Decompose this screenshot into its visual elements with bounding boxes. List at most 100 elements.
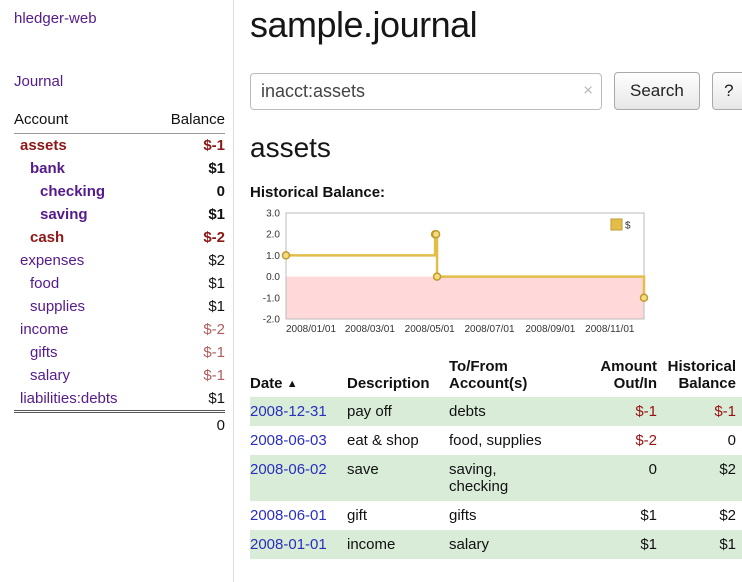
account-link[interactable]: expenses bbox=[20, 252, 85, 269]
transaction-balance: $-1 bbox=[714, 403, 736, 420]
journal-link[interactable]: Journal bbox=[14, 73, 64, 90]
transaction-description: pay off bbox=[347, 403, 392, 420]
search-form: × Search ? bbox=[250, 72, 742, 110]
transaction-accounts: gifts bbox=[449, 507, 477, 524]
account-balance: $1 bbox=[208, 275, 225, 292]
transaction-date-link[interactable]: 2008-06-03 bbox=[250, 432, 327, 449]
svg-text:$: $ bbox=[625, 221, 631, 232]
help-button[interactable]: ? bbox=[711, 72, 742, 110]
transaction-balance: $2 bbox=[719, 461, 736, 478]
transaction-date-link[interactable]: 2008-12-31 bbox=[250, 403, 327, 420]
app-title-link[interactable]: hledger-web bbox=[14, 10, 97, 27]
accounts-total-balance: 0 bbox=[152, 410, 225, 438]
svg-text:2008/03/01: 2008/03/01 bbox=[345, 324, 395, 335]
date-column-header[interactable]: Date ▲ bbox=[250, 355, 347, 397]
svg-text:2.0: 2.0 bbox=[266, 230, 280, 241]
account-balance: $-1 bbox=[203, 367, 225, 384]
accounts-header-account: Account bbox=[14, 106, 153, 134]
transaction-date-link[interactable]: 2008-06-01 bbox=[250, 507, 327, 524]
account-link[interactable]: cash bbox=[30, 229, 65, 246]
account-row-bank: bank $1 bbox=[14, 157, 225, 180]
svg-text:2008/05/01: 2008/05/01 bbox=[405, 324, 455, 335]
account-balance: $2 bbox=[208, 252, 225, 269]
accounts-column-header: To/From Account(s) bbox=[449, 358, 528, 392]
transaction-description: save bbox=[347, 461, 379, 478]
transaction-description: eat & shop bbox=[347, 432, 419, 449]
sort-ascending-icon: ▲ bbox=[286, 378, 298, 390]
page-title: sample.journal bbox=[250, 4, 478, 45]
main-content: sample.journal × Search ? assets Histori… bbox=[234, 0, 742, 582]
register-row: 2008-06-01 gift gifts $1 $2 bbox=[250, 501, 742, 530]
sidebar: hledger-web Journal Account Balance asse… bbox=[0, 0, 234, 582]
account-balance: $-1 bbox=[203, 137, 225, 154]
account-link[interactable]: income bbox=[20, 321, 69, 338]
transaction-balance: $1 bbox=[719, 536, 736, 553]
transaction-accounts: salary bbox=[449, 536, 490, 553]
transaction-accounts: debts bbox=[449, 403, 486, 420]
date-header-label: Date bbox=[250, 375, 283, 392]
search-field-wrap: × bbox=[250, 72, 602, 110]
description-column-header: Description bbox=[347, 375, 430, 392]
balance-column-header: Historical Balance bbox=[667, 358, 736, 392]
account-balance: $1 bbox=[208, 298, 225, 315]
account-row-assets: assets $-1 bbox=[14, 134, 225, 158]
transaction-date-link[interactable]: 2008-06-02 bbox=[250, 461, 327, 478]
account-link[interactable]: liabilities:debts bbox=[20, 390, 118, 407]
account-link[interactable]: assets bbox=[20, 137, 67, 154]
transaction-amount: 0 bbox=[648, 461, 657, 478]
search-input[interactable] bbox=[250, 72, 602, 110]
svg-text:-1.0: -1.0 bbox=[263, 293, 281, 304]
account-balance: $-2 bbox=[203, 229, 225, 246]
accounts-header-row: Account Balance bbox=[14, 106, 225, 134]
account-row-gifts: gifts $-1 bbox=[14, 341, 225, 364]
svg-text:-2.0: -2.0 bbox=[263, 315, 281, 326]
register-header-row: Date ▲ Description To/From Account(s) Am… bbox=[250, 355, 742, 397]
account-link[interactable]: checking bbox=[40, 183, 106, 200]
account-heading: assets bbox=[250, 132, 331, 163]
accounts-table: Account Balance assets $-1 bank $1 check… bbox=[14, 106, 225, 438]
chart-canvas: 3.0 2.0 1.0 0.0 -1.0 -2.0 2008/01/01 2008/03/01… bbox=[263, 209, 649, 335]
account-row-cash: cash $-2 bbox=[14, 226, 225, 249]
chart-title: Historical Balance: bbox=[250, 184, 386, 201]
account-balance: $1 bbox=[208, 160, 225, 177]
svg-text:3.0: 3.0 bbox=[266, 209, 280, 220]
svg-text:2008/11/01: 2008/11/01 bbox=[585, 324, 635, 335]
account-link[interactable]: bank bbox=[30, 160, 66, 177]
account-balance: $1 bbox=[208, 206, 225, 223]
register-row: 2008-06-02 save saving, checking 0 $2 bbox=[250, 455, 742, 501]
account-row-supplies: supplies $1 bbox=[14, 295, 225, 318]
transaction-balance: 0 bbox=[727, 432, 736, 449]
transaction-amount: $-1 bbox=[635, 403, 657, 420]
account-row-saving: saving $1 bbox=[14, 203, 225, 226]
svg-text:1.0: 1.0 bbox=[266, 251, 280, 262]
register-row: 2008-12-31 pay off debts $-1 $-1 bbox=[250, 397, 742, 426]
historical-balance-chart: 3.0 2.0 1.0 0.0 -1.0 -2.0 2008/01/01 2008/03/01… bbox=[250, 207, 742, 339]
account-balance: $-1 bbox=[203, 344, 225, 361]
accounts-header-balance: Balance bbox=[152, 106, 225, 134]
account-link[interactable]: salary bbox=[30, 367, 71, 384]
register-row: 2008-06-03 eat & shop food, supplies $-2… bbox=[250, 426, 742, 455]
svg-text:2008/01/01: 2008/01/01 bbox=[286, 324, 336, 335]
transaction-amount: $1 bbox=[640, 507, 657, 524]
account-link[interactable]: supplies bbox=[30, 298, 86, 315]
account-balance: $1 bbox=[208, 390, 225, 407]
accounts-total-row: 0 bbox=[14, 410, 225, 438]
transaction-amount: $1 bbox=[640, 536, 657, 553]
search-button[interactable]: Search bbox=[614, 72, 700, 110]
amount-column-header: Amount Out/In bbox=[600, 358, 657, 392]
svg-text:2008/09/01: 2008/09/01 bbox=[525, 324, 575, 335]
account-row-food: food $1 bbox=[14, 272, 225, 295]
account-link[interactable]: food bbox=[30, 275, 60, 292]
account-link[interactable]: saving bbox=[40, 206, 88, 223]
account-row-income: income $-2 bbox=[14, 318, 225, 341]
transaction-accounts: food, supplies bbox=[449, 432, 542, 449]
register-table: Date ▲ Description To/From Account(s) Am… bbox=[250, 355, 742, 559]
account-balance: 0 bbox=[216, 183, 225, 200]
svg-text:0.0: 0.0 bbox=[266, 272, 280, 283]
account-row-salary: salary $-1 bbox=[14, 364, 225, 387]
clear-search-icon[interactable]: × bbox=[583, 80, 593, 100]
account-link[interactable]: gifts bbox=[30, 344, 58, 361]
transaction-balance: $2 bbox=[719, 507, 736, 524]
transaction-amount: $-2 bbox=[635, 432, 657, 449]
transaction-date-link[interactable]: 2008-01-01 bbox=[250, 536, 327, 553]
